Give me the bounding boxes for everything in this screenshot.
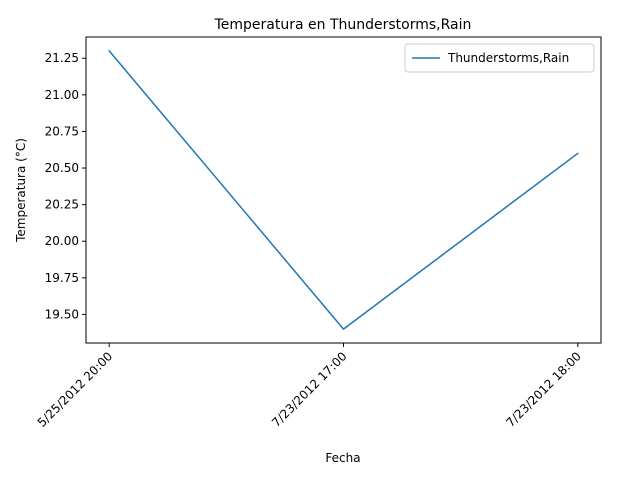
y-tick-label: 19.50 — [45, 307, 79, 321]
legend-box — [404, 43, 595, 73]
series-layer — [108, 49, 579, 330]
y-tick-label: 21.25 — [45, 51, 79, 65]
y-tick-label: 20.75 — [45, 124, 79, 138]
y-tick-label: 20.50 — [45, 161, 79, 175]
chart-title: Temperatura en Thunderstorms,Rain — [214, 17, 472, 33]
legend-label: Thunderstorms,Rain — [447, 51, 569, 65]
y-tick-label: 19.75 — [45, 271, 79, 285]
x-axis-title: Fecha — [325, 451, 360, 465]
y-tick-label: 20.25 — [45, 198, 79, 212]
y-axis-ticks: 19.50 19.75 20.00 20.25 20.50 20.75 21.00 21.25 — [45, 51, 86, 321]
legend: Thunderstorms,Rain — [404, 43, 595, 73]
y-axis-title: Temperatura (°C) — [14, 138, 28, 243]
y-tick-label: 21.00 — [45, 88, 79, 102]
y-tick-label: 20.00 — [45, 234, 79, 248]
plot-area-frame — [85, 36, 602, 344]
